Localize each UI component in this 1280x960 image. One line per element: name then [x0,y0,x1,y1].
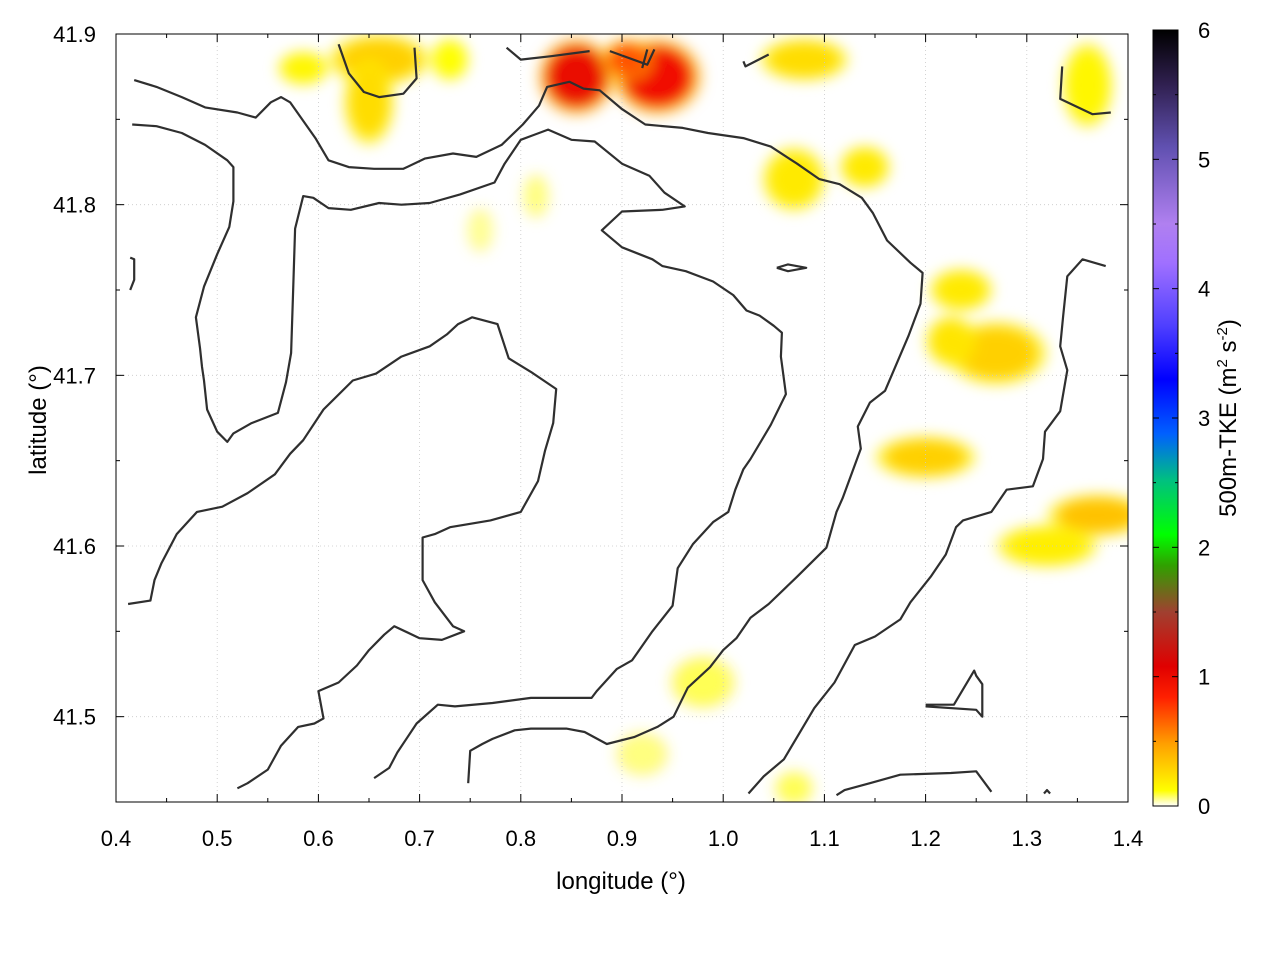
tke-blob [935,272,987,308]
contour-line [1059,66,1111,116]
x-tick-label: 0.9 [607,826,638,851]
colorbar-label: 500m-TKE (m2 s-2) [1214,319,1242,517]
colorbar-tick-label: 3 [1198,406,1210,431]
tke-blob [1006,528,1088,564]
tke-blob [525,179,547,214]
x-tick-label: 0.4 [101,826,132,851]
tke-blob [622,737,663,772]
colorbar-label-sup2: -2 [1214,327,1231,340]
contour-line [742,53,770,68]
colorbar-ticks: 0 1 2 3 4 5 6 [1153,18,1210,819]
colorbar-tick-label: 6 [1198,18,1210,43]
contour-line [127,316,558,790]
y-tick-label: 41.8 [53,193,96,218]
colorbar-label-mid: s [1215,340,1242,359]
contour-line [132,123,788,780]
tke-blob [677,662,729,704]
contour-line [747,258,1107,795]
tke-blob [778,774,810,802]
tke-blob [470,213,491,248]
colorbar-label-sup1: 2 [1214,359,1231,367]
contour-line [129,256,136,291]
tke-blob [434,42,466,77]
tke-blob [1057,498,1128,533]
x-tick-label: 1.1 [809,826,840,851]
x-tick-label: 1.4 [1113,826,1144,851]
tke-blob [930,320,972,362]
y-tick-label: 41.5 [53,705,96,730]
tke-blob [348,68,390,137]
x-tick-labels: 0.4 0.5 0.6 0.7 0.8 0.9 1.0 1.1 1.2 1.3 1.4 [101,826,1144,851]
x-tick-label: 0.8 [506,826,537,851]
tke-blob [768,153,820,205]
tke-blob [1067,51,1108,120]
y-tick-label: 41.9 [53,22,96,47]
colorbar-tick-label: 5 [1198,147,1210,172]
tke-blob [606,42,648,77]
tke-blob [282,54,324,82]
colorbar-tick-label: 4 [1198,277,1210,302]
contour-line [609,48,656,66]
y-tick-labels: 41.5 41.6 41.7 41.8 41.9 [53,22,96,730]
colorbar-tick-label: 2 [1198,535,1210,560]
colorbar-label-end: ) [1215,319,1242,327]
contour-line [776,263,808,273]
colorbar-tick-label: 0 [1198,794,1210,819]
tke-blob [955,327,1037,379]
x-tick-label: 0.5 [202,826,233,851]
x-axis-label: longitude (°) [556,868,686,895]
contour-line [925,669,984,718]
contour-line [1043,788,1051,795]
y-tick-label: 41.7 [53,363,96,388]
tke-blob [546,45,607,108]
y-axis-label: latitude (°) [25,365,52,475]
x-tick-label: 1.0 [708,826,739,851]
x-tick-label: 1.3 [1012,826,1043,851]
tke-blob [844,150,886,185]
y-tick-label: 41.6 [53,534,96,559]
contour-line [641,49,649,69]
colorbar-tick-label: 1 [1198,665,1210,690]
contour-line [337,43,418,99]
contour-line [133,79,924,784]
axis-ticks [115,33,1129,803]
tke-blob [885,440,967,475]
contour-lines [127,43,1111,797]
x-tick-label: 0.6 [303,826,334,851]
contour-line [505,46,590,61]
x-tick-label: 1.2 [910,826,941,851]
colorbar-label-main: 500m-TKE (m [1215,368,1242,517]
tke-heatmap-layer [277,34,1128,802]
x-tick-label: 0.7 [404,826,435,851]
tke-blob [768,42,840,77]
contour-line [835,770,993,797]
